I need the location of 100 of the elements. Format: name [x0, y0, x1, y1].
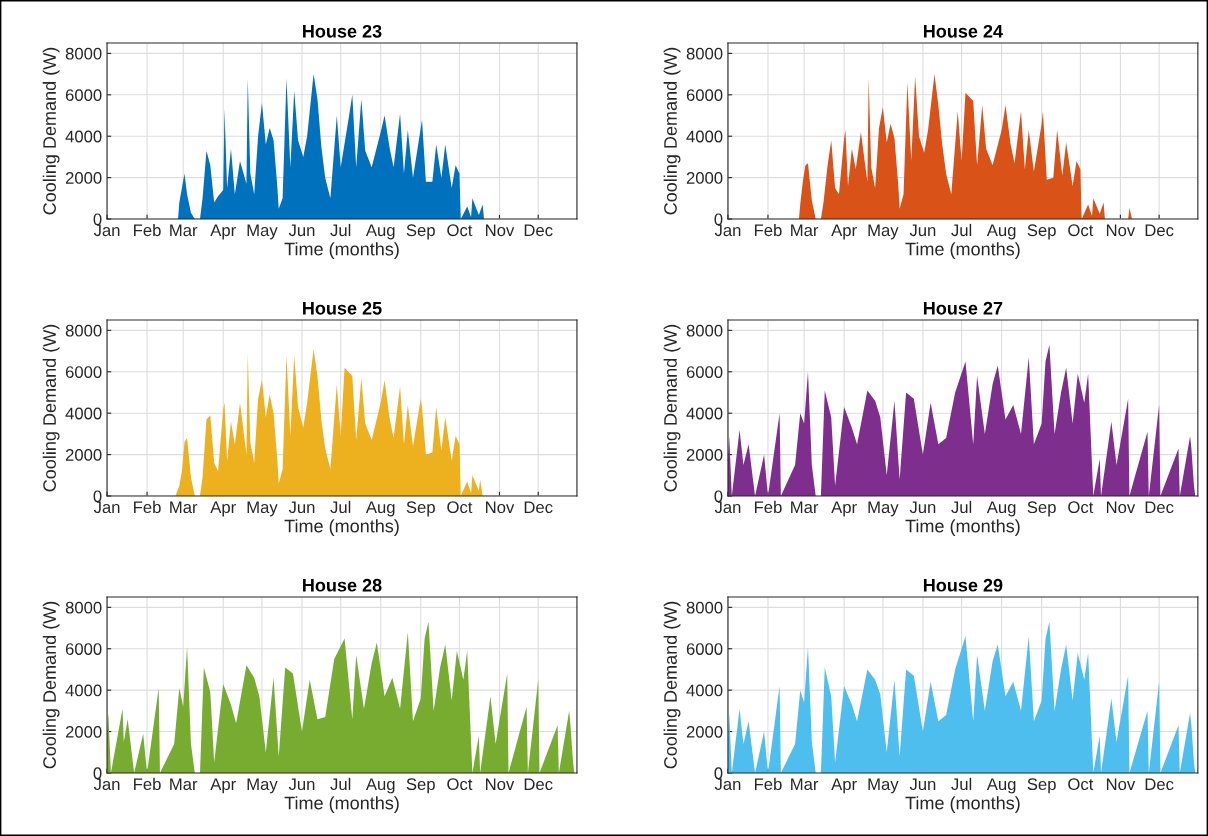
y-tick-label: 0: [714, 213, 723, 226]
y-tick-label: 6000: [686, 643, 723, 655]
chart-title: House 23: [303, 24, 382, 38]
x-tick-label: Feb: [754, 500, 782, 514]
x-tick-label: Sep: [406, 778, 435, 794]
x-tick-label: Nov: [1106, 501, 1136, 514]
x-tick-label: May: [868, 778, 899, 794]
x-tick-label: Jan: [714, 224, 741, 237]
x-tick-label: Apr: [831, 778, 857, 794]
x-tick-label: Jul: [330, 500, 351, 514]
x-tick-label: Apr: [831, 501, 857, 517]
x-tick-label: Dec: [1145, 224, 1174, 237]
x-tick-label: Nov: [1106, 778, 1136, 791]
x-tick-label: May: [868, 501, 899, 517]
x-axis-title: Time (months): [284, 242, 399, 260]
y-tick-label: 2000: [686, 725, 723, 738]
x-tick-label: Aug: [986, 778, 1016, 794]
x-tick-label: Jul: [951, 500, 972, 514]
x-tick-label: Oct: [447, 224, 473, 237]
y-tick-label: 8000: [686, 324, 723, 337]
x-tick-label: Feb: [134, 223, 161, 237]
x-tick-label: May: [868, 224, 899, 240]
chart-title: House 29: [923, 578, 1003, 592]
x-axis-title: Time (months): [905, 242, 1020, 260]
y-tick-label: 0: [93, 767, 102, 780]
x-tick-label: Jan: [714, 778, 741, 791]
x-tick-label: Mar: [791, 224, 819, 237]
x-tick-label: Jun: [909, 224, 936, 237]
x-tick-label: Jul: [951, 777, 972, 791]
x-tick-label: Aug: [365, 778, 395, 794]
y-axis-title: Cooling Demand (W): [663, 47, 681, 215]
x-tick-label: Dec: [524, 501, 553, 514]
y-tick-label: 8000: [65, 47, 102, 60]
x-tick-label: Feb: [134, 777, 161, 791]
x-tick-label: Mar: [170, 224, 198, 237]
x-tick-label: Sep: [406, 501, 435, 517]
x-tick-label: Jan: [93, 224, 120, 237]
y-tick-label: 6000: [65, 89, 102, 102]
x-tick-label: Apr: [831, 224, 857, 240]
x-tick-label: Aug: [365, 501, 395, 517]
x-tick-label: Jun: [288, 224, 315, 237]
x-tick-label: Mar: [791, 778, 819, 791]
x-tick-label: Feb: [754, 777, 782, 791]
x-tick-label: Jun: [288, 501, 315, 514]
x-tick-label: Oct: [1068, 224, 1094, 237]
x-tick-label: Jul: [951, 223, 972, 237]
x-tick-label: Sep: [1027, 778, 1056, 794]
x-tick-label: Jun: [288, 778, 315, 791]
x-tick-label: Oct: [1068, 778, 1094, 791]
x-axis-title: Time (months): [905, 796, 1020, 813]
y-axis-title: Cooling Demand (W): [42, 324, 60, 492]
x-tick-label: Dec: [524, 778, 553, 791]
y-tick-label: 4000: [65, 684, 102, 697]
x-tick-label: Dec: [1145, 778, 1174, 791]
x-tick-label: Aug: [986, 501, 1016, 517]
chart-title: House 28: [303, 578, 382, 592]
x-tick-label: May: [247, 778, 278, 794]
x-tick-label: Nov: [486, 224, 515, 237]
x-tick-label: Oct: [447, 778, 473, 791]
x-axis-title: Time (months): [284, 519, 399, 536]
x-axis-title: Time (months): [905, 519, 1020, 536]
y-tick-label: 6000: [686, 89, 723, 102]
x-tick-label: Feb: [134, 500, 161, 514]
y-axis-title: Cooling Demand (W): [663, 601, 681, 769]
y-tick-label: 2000: [65, 448, 102, 461]
chart-title: House 25: [303, 301, 382, 315]
x-tick-label: Apr: [210, 501, 236, 517]
y-axis-title: Cooling Demand (W): [42, 47, 60, 215]
y-tick-label: 4000: [686, 684, 723, 697]
x-tick-label: Jul: [330, 777, 351, 791]
y-tick-label: 8000: [65, 601, 102, 614]
x-tick-label: Feb: [754, 223, 782, 237]
y-axis-title: Cooling Demand (W): [42, 601, 60, 769]
y-tick-label: 0: [714, 767, 723, 780]
y-tick-label: 2000: [65, 172, 102, 184]
x-tick-label: Sep: [1027, 224, 1056, 240]
y-tick-label: 0: [714, 490, 723, 503]
x-tick-label: Nov: [1106, 224, 1136, 237]
x-tick-label: May: [247, 501, 278, 517]
y-tick-label: 0: [93, 213, 102, 226]
y-tick-label: 2000: [65, 725, 102, 738]
x-tick-label: Oct: [447, 501, 473, 514]
x-tick-label: Jun: [909, 501, 936, 514]
y-tick-label: 4000: [686, 130, 723, 143]
x-tick-label: Aug: [986, 224, 1016, 240]
chart-title: House 24: [923, 24, 1003, 38]
x-tick-label: Jan: [93, 778, 120, 791]
chart-title: House 27: [923, 301, 1003, 315]
x-tick-label: Jun: [909, 778, 936, 791]
y-tick-label: 6000: [65, 643, 102, 655]
x-tick-label: Apr: [210, 224, 236, 240]
y-tick-label: 4000: [65, 407, 102, 420]
x-tick-label: Sep: [1027, 501, 1056, 517]
x-tick-label: Jan: [714, 501, 741, 514]
y-tick-label: 6000: [65, 366, 102, 378]
y-tick-label: 2000: [686, 448, 723, 461]
y-tick-label: 8000: [65, 324, 102, 337]
y-tick-label: 0: [93, 490, 102, 503]
y-tick-label: 2000: [686, 172, 723, 184]
x-tick-label: Dec: [1145, 501, 1174, 514]
